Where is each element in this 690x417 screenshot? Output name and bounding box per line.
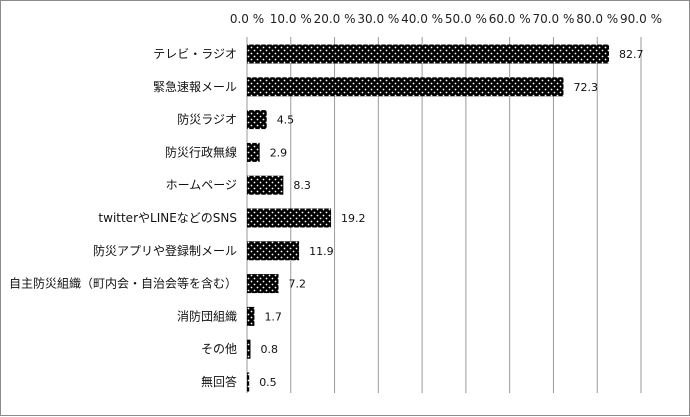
bar	[247, 274, 279, 294]
bar	[247, 306, 255, 326]
bar	[247, 372, 250, 392]
category-label: 無回答	[201, 374, 237, 389]
value-label: 82.7	[619, 48, 644, 61]
bar	[247, 339, 251, 359]
value-label: 0.8	[261, 343, 279, 356]
category-label: 防災アプリや登録制メール	[93, 243, 237, 258]
x-tick-label: 0.0 %	[230, 12, 264, 26]
x-tick-label: 90.0 %	[620, 12, 662, 26]
gridlines	[246, 37, 642, 393]
value-label: 19.2	[341, 212, 366, 225]
x-tick-label: 30.0 %	[357, 12, 399, 26]
category-label: 自主防災組織（町内会・自治会等を含む）	[9, 276, 237, 291]
category-label: 緊急速報メール	[153, 79, 237, 94]
category-label: テレビ・ラジオ	[153, 47, 237, 61]
value-label: 0.5	[259, 376, 277, 389]
bar	[247, 175, 284, 195]
value-label: 4.5	[277, 114, 295, 127]
bars	[247, 44, 610, 392]
category-label: 防災ラジオ	[177, 112, 237, 127]
value-label: 2.9	[270, 146, 288, 159]
value-label: 72.3	[574, 81, 599, 94]
bar	[247, 142, 260, 162]
value-label: 11.9	[309, 245, 334, 258]
x-tick-label: 70.0 %	[532, 12, 574, 26]
bar	[247, 44, 610, 64]
bar	[247, 241, 300, 261]
value-label: 1.7	[264, 310, 282, 323]
x-tick-label: 10.0 %	[270, 12, 312, 26]
category-label: その他	[201, 342, 237, 356]
value-label: 7.2	[289, 278, 307, 291]
value-labels: 82.7 72.3 4.5 2.9 8.3 19.2 11.9 7.2 1.7 0.8 0.5	[259, 48, 643, 389]
bar	[247, 208, 332, 228]
bar	[247, 110, 267, 130]
x-tick-label: 20.0 %	[314, 12, 356, 26]
category-label: 消防団組織	[177, 308, 237, 323]
value-label: 8.3	[293, 179, 311, 192]
x-axis-ticks: 0.0 % 10.0 % 20.0 % 30.0 % 40.0 % 50.0 % 60.0 …	[230, 12, 662, 26]
category-label: twitterやLINEなどのSNS	[98, 211, 237, 225]
category-label: 防災行政無線	[165, 144, 237, 159]
x-tick-label: 50.0 %	[445, 12, 487, 26]
bar	[247, 77, 564, 97]
x-tick-label: 40.0 %	[401, 12, 443, 26]
x-tick-label: 60.0 %	[489, 12, 531, 26]
category-label: ホームページ	[166, 178, 237, 192]
x-tick-label: 80.0 %	[576, 12, 618, 26]
